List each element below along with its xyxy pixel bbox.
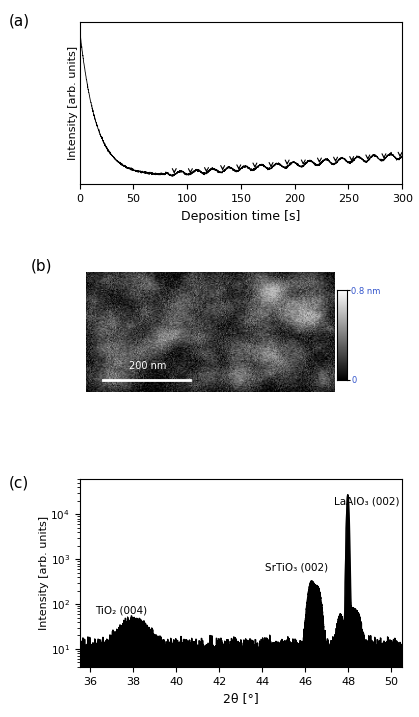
Text: TiO₂ (004): TiO₂ (004) — [95, 606, 147, 616]
Text: (c): (c) — [9, 475, 29, 490]
X-axis label: Deposition time [s]: Deposition time [s] — [181, 210, 300, 223]
Text: (a): (a) — [9, 14, 30, 29]
X-axis label: 2θ [°]: 2θ [°] — [223, 692, 259, 705]
Text: SrTiO₃ (002): SrTiO₃ (002) — [264, 563, 328, 573]
Text: LaAlO₃ (002): LaAlO₃ (002) — [334, 496, 400, 506]
Text: (b): (b) — [31, 258, 53, 273]
Y-axis label: Intensity [arb. units]: Intensity [arb. units] — [39, 516, 49, 630]
Y-axis label: Intensity [arb. units]: Intensity [arb. units] — [68, 46, 78, 160]
Text: 200 nm: 200 nm — [129, 361, 166, 371]
